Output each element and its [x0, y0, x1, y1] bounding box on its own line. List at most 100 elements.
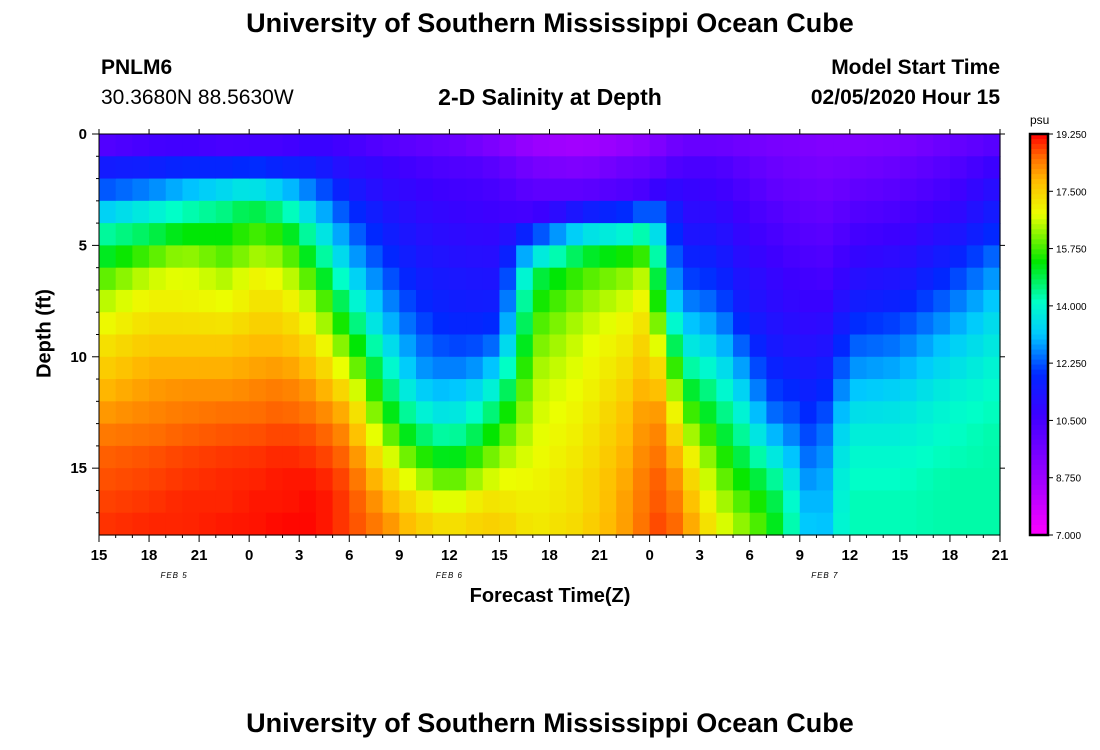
heatmap-cell	[432, 178, 450, 202]
heatmap-cell	[265, 200, 284, 224]
heatmap-cell	[916, 156, 934, 180]
heatmap-cell	[733, 134, 751, 157]
heatmap-cell	[215, 423, 234, 447]
heatmap-cell	[582, 401, 601, 425]
heatmap-cell	[916, 312, 934, 336]
heatmap-cell	[599, 334, 617, 358]
heatmap-cell	[299, 200, 317, 224]
heatmap-cell	[949, 379, 968, 402]
heatmap-cell	[899, 512, 918, 536]
heatmap-cell	[682, 490, 701, 514]
heatmap-cell	[232, 134, 250, 157]
heatmap-cell	[849, 423, 868, 447]
colorbar-segment	[1030, 489, 1048, 496]
heatmap-cell	[632, 401, 651, 425]
heatmap-cell	[365, 401, 384, 425]
heatmap-cell	[916, 356, 934, 380]
colorbar-segment	[1030, 254, 1048, 260]
heatmap-cell	[816, 401, 834, 425]
heatmap-cell	[549, 490, 567, 514]
heatmap-cell	[916, 134, 934, 157]
heatmap-cell	[182, 245, 200, 269]
heatmap-cell	[799, 134, 818, 157]
heatmap-cell	[332, 134, 350, 157]
heatmap-cell	[716, 178, 734, 202]
heatmap-cell	[165, 178, 184, 202]
heatmap-cell	[649, 223, 667, 246]
heatmap-cell	[332, 490, 350, 514]
heatmap-cell	[165, 423, 184, 447]
heatmap-cell	[349, 245, 367, 269]
heatmap-cell	[449, 200, 467, 224]
heatmap-cell	[99, 200, 117, 224]
heatmap-cell	[499, 334, 517, 358]
heatmap-cell	[132, 423, 150, 447]
heatmap-cell	[365, 468, 384, 492]
heatmap-cell	[733, 245, 751, 269]
heatmap-cell	[132, 512, 150, 536]
heatmap-cell	[282, 445, 300, 469]
heatmap-cell	[232, 445, 250, 469]
heatmap-cell	[883, 289, 901, 313]
heatmap-cell	[365, 245, 384, 269]
heatmap-cell	[165, 468, 184, 492]
heatmap-cell	[949, 156, 968, 180]
heatmap-cell	[733, 178, 751, 202]
heatmap-cell	[849, 445, 868, 469]
heatmap-cell	[532, 200, 551, 224]
heatmap-cell	[783, 490, 801, 514]
heatmap-cell	[282, 468, 300, 492]
heatmap-cell	[666, 267, 684, 291]
heatmap-cell	[599, 245, 617, 269]
heatmap-cell	[649, 156, 667, 180]
heatmap-cell	[332, 223, 350, 246]
heatmap-cell	[115, 490, 133, 514]
heatmap-cell	[883, 178, 901, 202]
heatmap-cell	[382, 178, 400, 202]
heatmap-cell	[799, 490, 818, 514]
heatmap-cell	[816, 334, 834, 358]
heatmap-cell	[833, 223, 851, 246]
heatmap-cell	[799, 445, 818, 469]
footer-title: University of Southern Mississippi Ocean…	[246, 708, 854, 738]
y-tick-label: 5	[79, 237, 87, 254]
colorbar-segment	[1030, 369, 1048, 376]
heatmap-cell	[966, 490, 984, 514]
heatmap-cell	[115, 401, 133, 425]
heatmap-cell	[232, 178, 250, 202]
heatmap-cell	[215, 468, 234, 492]
heatmap-cell	[282, 178, 300, 202]
heatmap-cell	[733, 356, 751, 380]
heatmap-cell	[432, 312, 450, 336]
heatmap-cell	[249, 468, 267, 492]
heatmap-cell	[349, 423, 367, 447]
heatmap-cell	[466, 356, 484, 380]
heatmap-cell	[766, 178, 784, 202]
heatmap-cell	[833, 334, 851, 358]
heatmap-cell	[399, 289, 417, 313]
heatmap-cell	[599, 401, 617, 425]
heatmap-cell	[132, 200, 150, 224]
heatmap-cell	[416, 178, 434, 202]
day-labels: FEB 5 FEB 6 FEB 7	[160, 571, 837, 580]
station-id: PNLM6	[101, 56, 173, 79]
colorbar-segment	[1030, 199, 1048, 205]
colorbar-segment	[1030, 339, 1048, 346]
heatmap-cell	[165, 200, 184, 224]
heatmap-cell	[432, 379, 450, 402]
heatmap-cell	[482, 178, 501, 202]
heatmap-cell	[582, 312, 601, 336]
heatmap-cell	[265, 312, 284, 336]
heatmap-cell	[666, 468, 684, 492]
heatmap-cell	[749, 423, 768, 447]
heatmap-cell	[833, 468, 851, 492]
heatmap-cell	[649, 468, 667, 492]
heatmap-cell	[132, 379, 150, 402]
heatmap-cell	[249, 379, 267, 402]
heatmap-cell	[349, 334, 367, 358]
heatmap-cell	[899, 401, 918, 425]
heatmap-cell	[799, 379, 818, 402]
heatmap-cell	[716, 423, 734, 447]
heatmap-cell	[432, 223, 450, 246]
heatmap-cell	[516, 468, 534, 492]
